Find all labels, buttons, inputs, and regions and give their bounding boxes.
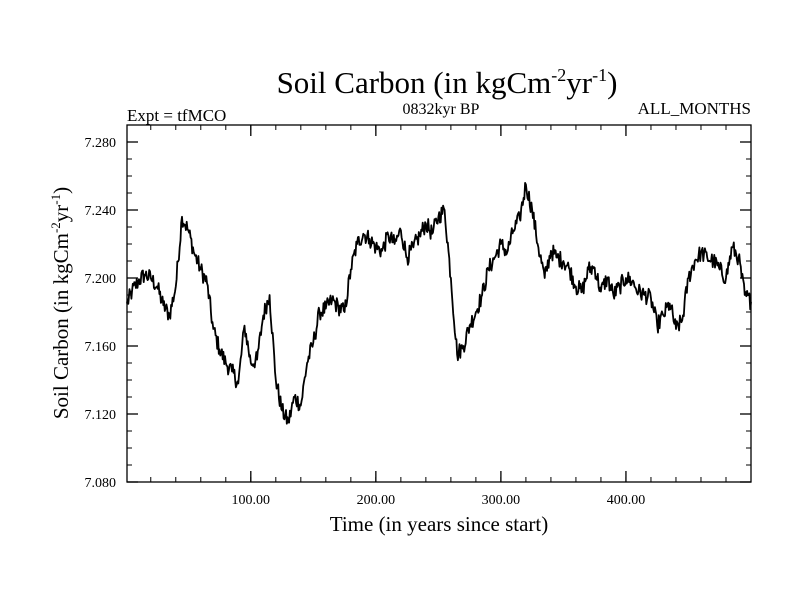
- y-axis-label-main: Soil Carbon (in kgCm: [49, 233, 73, 419]
- x-axis: 100.00 200.00 300.00 400.00: [150, 125, 752, 508]
- x-axis-label: Time (in years since start): [330, 512, 549, 536]
- chart-title-main: Soil Carbon (in kgCm: [277, 65, 552, 100]
- chart-title-exp2: -1: [592, 65, 607, 85]
- y-axis-label-close: ): [49, 187, 73, 194]
- y-axis-label: Soil Carbon (in kgCm-2yr-1): [48, 187, 73, 419]
- y-tick-label: 7.120: [85, 408, 117, 423]
- x-tick-label: 200.00: [357, 493, 396, 508]
- chart-title-exp1: -2: [551, 65, 566, 85]
- y-axis-label-mid: yr: [49, 205, 73, 223]
- x-tick-label: 400.00: [607, 493, 646, 508]
- subtitle-center: 0832kyr BP: [403, 101, 480, 118]
- subtitle-left: Expt = tfMCO: [127, 106, 226, 125]
- x-tick-label: 100.00: [232, 493, 271, 508]
- y-tick-label: 7.240: [85, 204, 117, 219]
- y-axis-label-exp1: -2: [48, 222, 63, 233]
- y-tick-label: 7.200: [85, 272, 117, 287]
- plot-frame: [126, 124, 752, 483]
- chart-title-close: ): [607, 65, 617, 100]
- subtitle-right: ALL_MONTHS: [638, 99, 751, 118]
- chart-title-mid: yr: [566, 65, 593, 100]
- x-tick-label: 300.00: [482, 493, 521, 508]
- chart-title: Soil Carbon (in kgCm-2yr-1): [277, 65, 618, 100]
- y-tick-label: 7.280: [85, 136, 117, 151]
- y-axis-label-exp2: -1: [48, 194, 63, 205]
- y-tick-label: 7.080: [85, 476, 117, 491]
- y-tick-label: 7.160: [85, 340, 117, 355]
- y-axis: 7.080 7.120 7.160 7.200 7.240 7.280: [85, 124, 751, 491]
- series-line-soil-carbon: [126, 182, 752, 425]
